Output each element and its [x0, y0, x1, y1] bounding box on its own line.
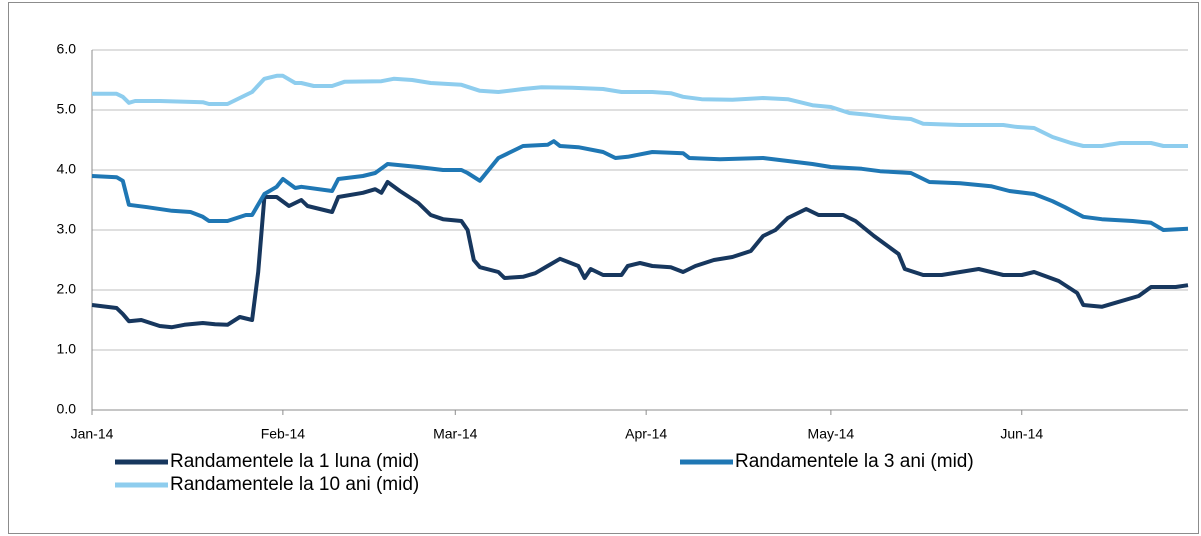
x-tick-label: Feb-14 — [261, 426, 306, 442]
series-line — [91, 180, 1189, 330]
series-line — [91, 139, 1189, 232]
y-tick-label: 6.0 — [57, 41, 77, 57]
legend-label: Randamentele la 10 ani (mid) — [170, 474, 419, 495]
x-tick-label: May-14 — [808, 426, 855, 442]
y-tick-label: 3.0 — [57, 221, 77, 237]
legend-label: Randamentele la 3 ani (mid) — [735, 451, 974, 472]
series-line — [92, 73, 1188, 148]
y-tick-label: 0.0 — [57, 401, 77, 417]
y-tick-label: 1.0 — [57, 341, 77, 357]
y-tick-label: 4.0 — [57, 161, 77, 177]
legend-label: Randamentele la 1 luna (mid) — [170, 451, 419, 472]
x-tick-label: Jan-14 — [71, 426, 114, 442]
x-tick-label: Jun-14 — [1000, 426, 1043, 442]
y-tick-label: 2.0 — [57, 281, 77, 297]
x-tick-label: Mar-14 — [433, 426, 478, 442]
x-tick-label: Apr-14 — [625, 426, 667, 442]
y-tick-label: 5.0 — [57, 101, 77, 117]
